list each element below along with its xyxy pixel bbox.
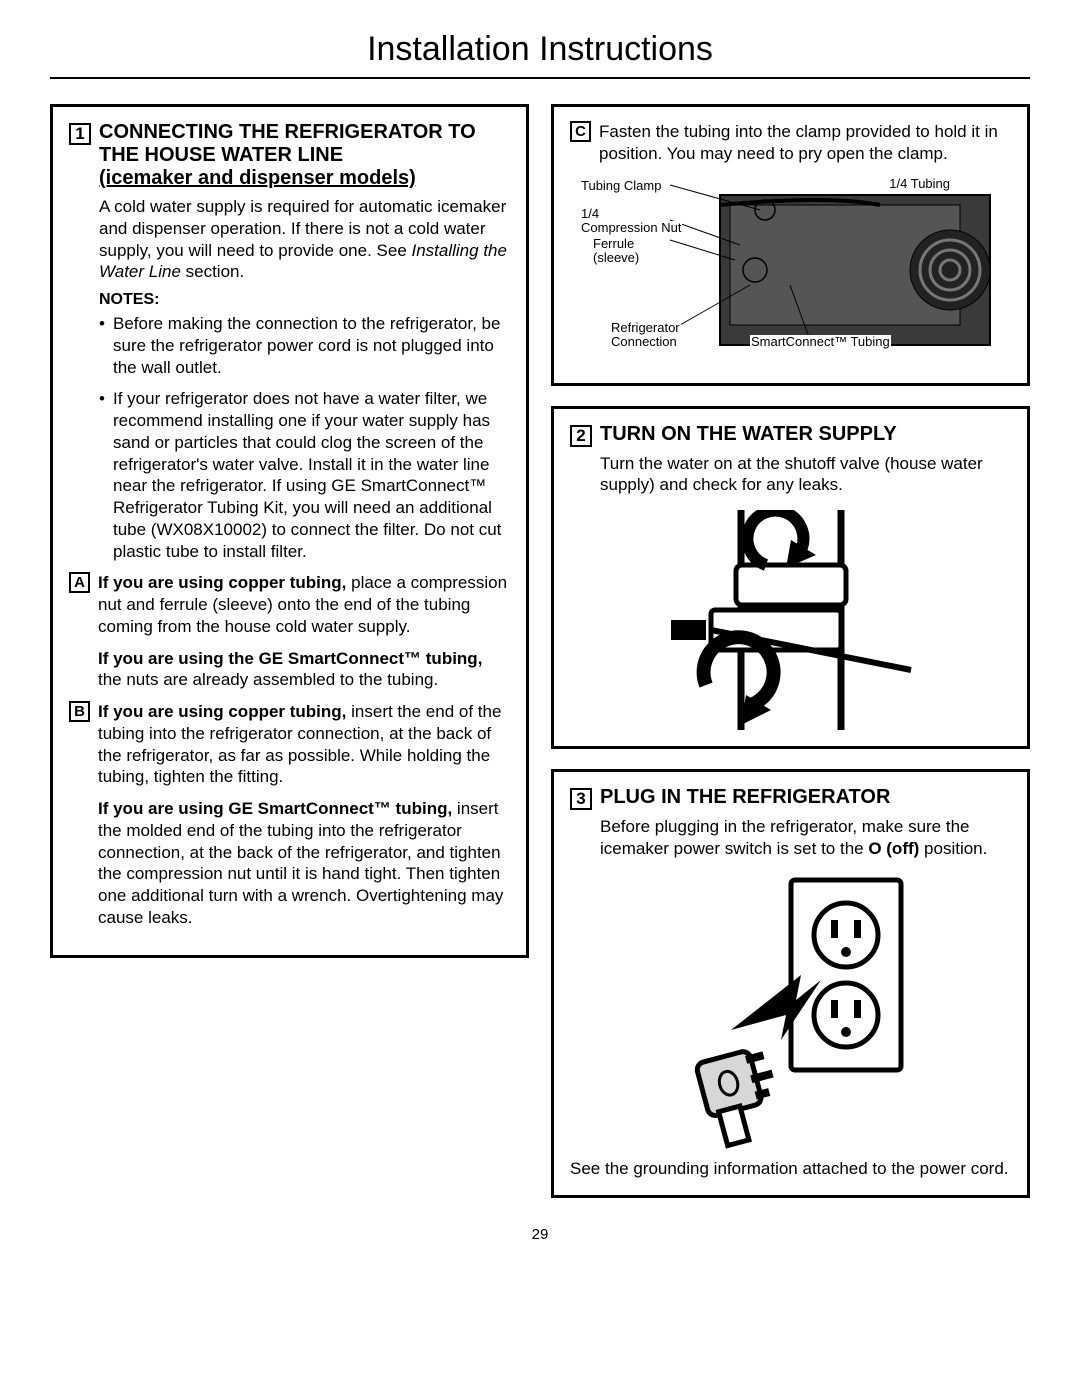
tubing-diagram: Tubing Clamp 1/4 Tubing 1/4 Compression … (580, 175, 1011, 365)
label-quarter: 1/4 (580, 207, 600, 221)
substep-c-letter: C (570, 121, 591, 142)
step3-title: PLUG IN THE REFRIGERATOR (600, 786, 890, 809)
plug-outlet-illustration (661, 870, 921, 1150)
step3-panel: 3 PLUG IN THE REFRIGERATOR Before pluggi… (551, 769, 1030, 1198)
step2-header: 2 TURN ON THE WATER SUPPLY (570, 423, 1011, 447)
step1-title: CONNECTING THE REFRIGERATOR TO THE HOUSE… (99, 121, 476, 166)
substep-a-cont: If you are using the GE SmartConnect™ tu… (69, 648, 510, 692)
substep-a-letter: A (69, 572, 90, 593)
label-connection: Connection (610, 335, 678, 349)
label-refrigerator: Refrigerator (610, 321, 681, 335)
substep-b-body2: If you are using GE SmartConnect™ tubing… (98, 798, 510, 929)
stepC-panel: C Fasten the tubing into the clamp provi… (551, 104, 1030, 386)
step1-intro: A cold water supply is required for auto… (99, 196, 510, 283)
left-column: 1 CONNECTING THE REFRIGERATOR TO THE HOU… (50, 104, 529, 1198)
substep-a-body2: If you are using the GE SmartConnect™ tu… (98, 648, 510, 692)
step1-subtitle: (icemaker and dispenser models) (99, 167, 510, 190)
step2-panel: 2 TURN ON THE WATER SUPPLY Turn the wate… (551, 406, 1030, 750)
shutoff-valve-illustration (651, 510, 931, 730)
two-column-layout: 1 CONNECTING THE REFRIGERATOR TO THE HOU… (50, 104, 1030, 1198)
label-smartconnect: SmartConnect™ Tubing (750, 335, 891, 349)
step2-number-box: 2 (570, 425, 592, 447)
label-tubing-clamp: Tubing Clamp (580, 179, 662, 193)
substep-a: A If you are using copper tubing, place … (69, 572, 510, 637)
label-compression-nut: Compression Nut (580, 221, 682, 235)
substep-a-body: If you are using copper tubing, place a … (98, 572, 510, 637)
step3-header: 3 PLUG IN THE REFRIGERATOR (570, 786, 1011, 810)
step3-number-box: 3 (570, 788, 592, 810)
note-item: Before making the connection to the refr… (99, 313, 510, 378)
step1-number-box: 1 (69, 123, 91, 145)
substep-c: C Fasten the tubing into the clamp provi… (570, 121, 1011, 165)
step2-title: TURN ON THE WATER SUPPLY (600, 423, 897, 446)
substep-b-body: If you are using copper tubing, insert t… (98, 701, 510, 788)
page-number: 29 (50, 1226, 1030, 1243)
substep-b-letter: B (69, 701, 90, 722)
notes-label: NOTES: (99, 291, 510, 309)
substep-b-cont: If you are using GE SmartConnect™ tubing… (69, 798, 510, 929)
step1-header: 1 CONNECTING THE REFRIGERATOR TO THE HOU… (69, 121, 510, 190)
notes-list: Before making the connection to the refr… (99, 313, 510, 562)
label-quarter-tubing: 1/4 Tubing (888, 177, 951, 191)
right-column: C Fasten the tubing into the clamp provi… (551, 104, 1030, 1198)
step3-text: Before plugging in the refrigerator, mak… (600, 816, 1011, 860)
label-ferrule: Ferrule (592, 237, 635, 251)
substep-b: B If you are using copper tubing, insert… (69, 701, 510, 788)
step2-text: Turn the water on at the shutoff valve (… (600, 453, 1011, 497)
page-title: Installation Instructions (50, 30, 1030, 79)
substep-c-body: Fasten the tubing into the clamp provide… (599, 121, 1011, 165)
note-item: If your refrigerator does not have a wat… (99, 388, 510, 562)
label-sleeve: (sleeve) (592, 251, 640, 265)
step1-panel: 1 CONNECTING THE REFRIGERATOR TO THE HOU… (50, 104, 529, 958)
step3-footer: See the grounding information attached t… (570, 1158, 1011, 1180)
